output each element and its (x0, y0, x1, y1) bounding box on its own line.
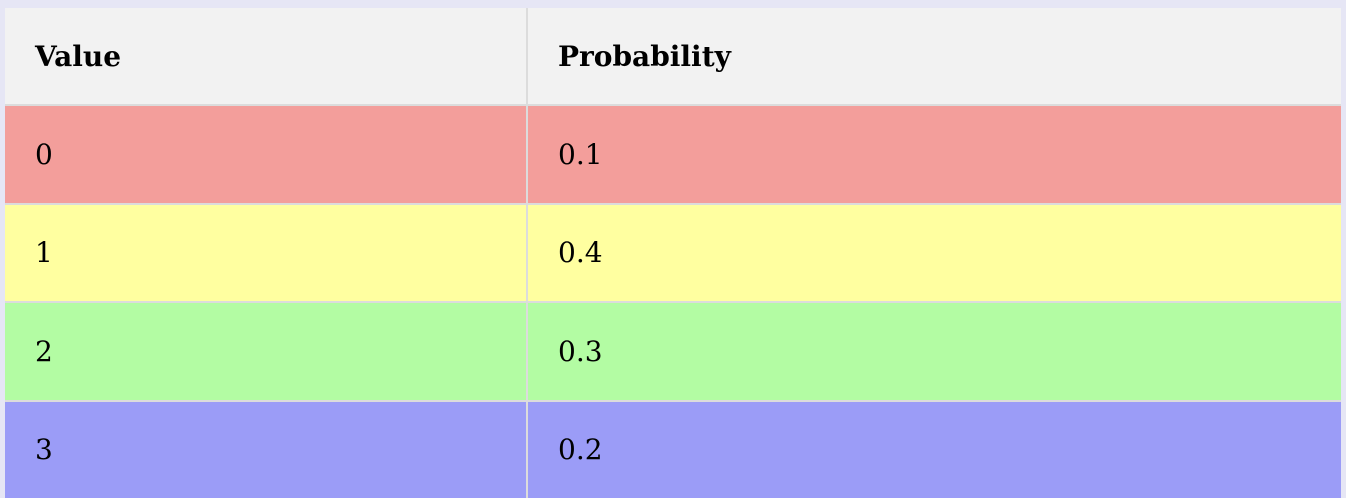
cell-probability: 0.1 (526, 104, 1341, 205)
probability-table: Value Probability 0 0.1 1 0.4 2 0.3 3 0.… (5, 8, 1341, 498)
header-value: Value (5, 8, 528, 106)
table-row: 0 0.1 (5, 104, 1341, 205)
cell-probability: 0.2 (526, 399, 1341, 498)
table-row: 2 0.3 (5, 301, 1341, 402)
table-row: 3 0.2 (5, 399, 1341, 498)
cell-value: 0 (5, 104, 528, 205)
cell-probability: 0.4 (526, 202, 1341, 303)
header-probability: Probability (526, 8, 1341, 106)
cell-value: 1 (5, 202, 528, 303)
probability-table-container: Value Probability 0 0.1 1 0.4 2 0.3 3 0.… (5, 8, 1341, 498)
cell-value: 2 (5, 301, 528, 402)
table-row: 1 0.4 (5, 202, 1341, 303)
cell-probability: 0.3 (526, 301, 1341, 402)
cell-value: 3 (5, 399, 528, 498)
table-header-row: Value Probability (5, 8, 1341, 106)
